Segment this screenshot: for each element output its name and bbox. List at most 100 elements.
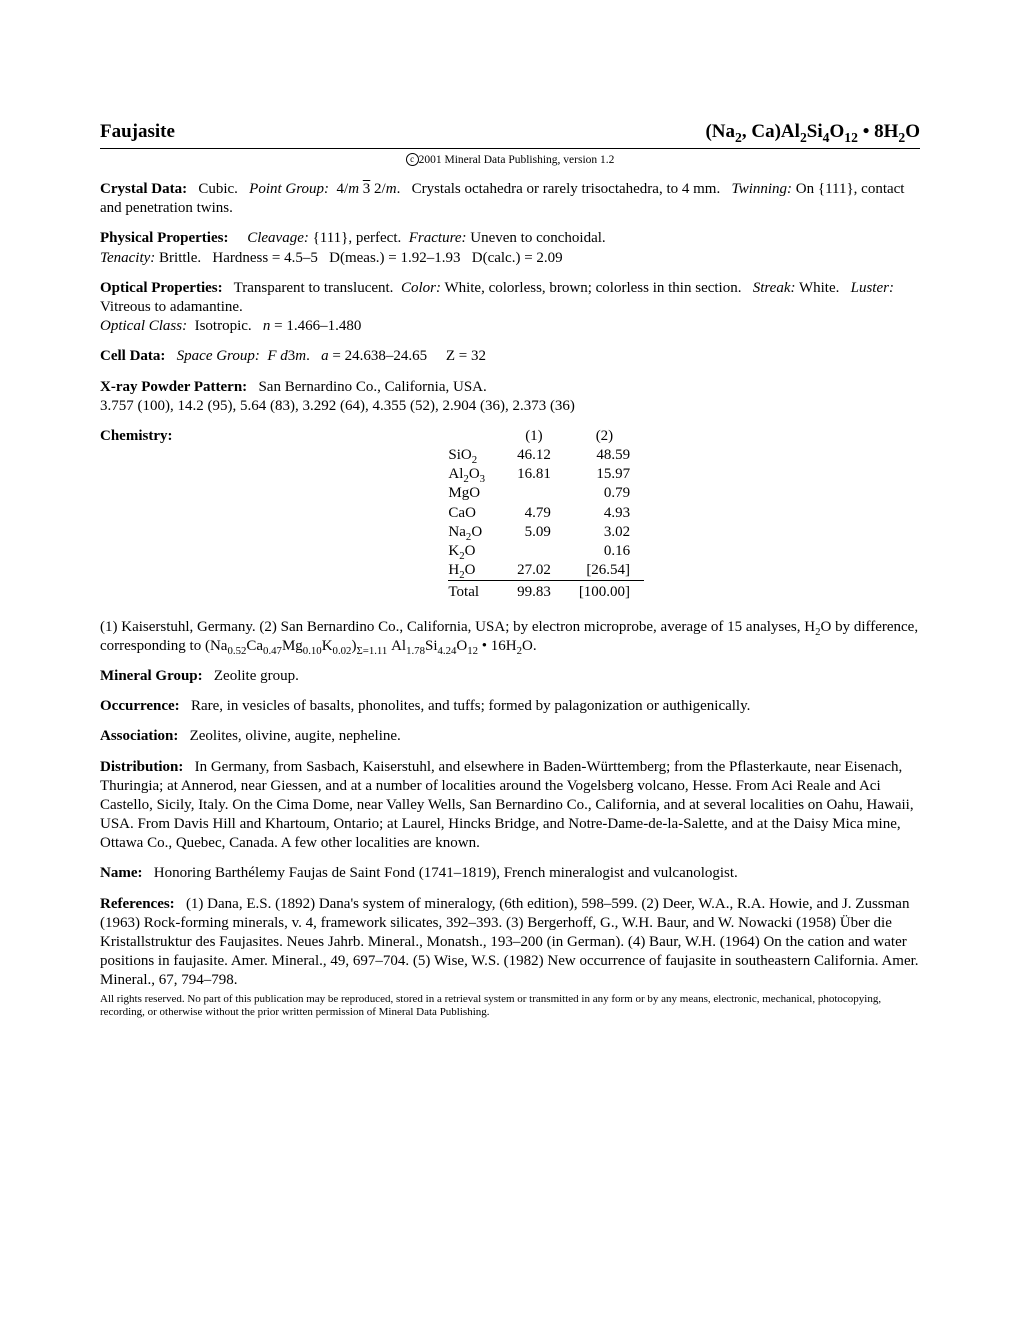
chem-compound: K2O [448, 542, 503, 561]
association-label: Association: [100, 728, 178, 744]
chem-row: Na2O5.093.02 [448, 523, 644, 542]
distribution-section: Distribution: In Germany, from Sasbach, … [100, 758, 920, 854]
chem-value-1: 46.12 [503, 446, 565, 465]
chem-value-2: 0.79 [565, 484, 644, 503]
chem-total-row: Total 99.83 [100.00] [448, 581, 644, 603]
chem-value-2: [26.54] [565, 561, 644, 581]
references-label: References: [100, 896, 175, 912]
streak-label: Streak: [753, 280, 796, 296]
references-section: References: (1) Dana, E.S. (1892) Dana's… [100, 895, 920, 991]
cell-data-label: Cell Data: [100, 348, 165, 364]
chem-col2: (2) [565, 427, 644, 446]
chem-row: SiO246.1248.59 [448, 446, 644, 465]
chemistry-section: Chemistry: (1) (2) SiO246.1248.59Al2O316… [100, 427, 920, 607]
chem-value-2: 4.93 [565, 504, 644, 523]
mineral-group-label: Mineral Group: [100, 668, 203, 684]
luster: Vitreous to adamantine. [100, 299, 243, 315]
d-calculated: D(calc.) = 2.09 [472, 250, 563, 266]
cleavage-label: Cleavage: [247, 230, 309, 246]
crystal-data-section: Crystal Data: Cubic. Point Group: 4/m 3 … [100, 180, 920, 218]
chem-col1: (1) [503, 427, 565, 446]
copyright-icon: c [406, 153, 419, 166]
cell-a: a = 24.638–24.65 [321, 348, 427, 364]
association: Zeolites, olivine, augite, nepheline. [190, 728, 401, 744]
chem-compound: CaO [448, 504, 503, 523]
chem-value-2: 15.97 [565, 465, 644, 484]
xray-locality: San Bernardino Co., California, USA. [258, 379, 486, 395]
optical-section: Optical Properties: Transparent to trans… [100, 279, 920, 337]
chem-compound: Al2O3 [448, 465, 503, 484]
crystal-habit: Crystals octahedra or rarely trisoctahed… [412, 181, 721, 197]
chem-row: K2O 0.16 [448, 542, 644, 561]
chemistry-notes: (1) Kaiserstuhl, Germany. (2) San Bernar… [100, 618, 920, 656]
references: (1) Dana, E.S. (1892) Dana's system of m… [100, 896, 919, 989]
chemistry-label: Chemistry: [100, 427, 172, 446]
point-group-label: Point Group: [249, 181, 329, 197]
chemistry-table: (1) (2) SiO246.1248.59Al2O316.8115.97MgO… [448, 427, 644, 603]
occurrence-label: Occurrence: [100, 698, 180, 714]
chem-header-row: (1) (2) [448, 427, 644, 446]
name-section: Name: Honoring Barthélemy Faujas de Sain… [100, 864, 920, 883]
physical-label: Physical Properties: [100, 230, 228, 246]
refractive-index: n = 1.466–1.480 [263, 318, 361, 334]
xray-label: X-ray Powder Pattern: [100, 379, 247, 395]
chem-value-2: 3.02 [565, 523, 644, 542]
chem-total-2: [100.00] [565, 581, 644, 603]
chem-row: CaO4.794.93 [448, 504, 644, 523]
physical-section: Physical Properties: Cleavage: {111}, pe… [100, 229, 920, 267]
optical-label: Optical Properties: [100, 280, 223, 296]
xray-lines: 3.757 (100), 14.2 (95), 5.64 (83), 3.292… [100, 398, 575, 414]
distribution: In Germany, from Sasbach, Kaiserstuhl, a… [100, 759, 914, 852]
page: Faujasite (Na2, Ca)Al2Si4O12 • 8H2O c200… [0, 0, 1020, 1079]
chem-value-1: 5.09 [503, 523, 565, 542]
color: White, colorless, brown; colorless in th… [444, 280, 741, 296]
tenacity-label: Tenacity: [100, 250, 155, 266]
streak: White. [799, 280, 839, 296]
occurrence: Rare, in vesicles of basalts, phonolites… [191, 698, 750, 714]
header: Faujasite (Na2, Ca)Al2Si4O12 • 8H2O [100, 120, 920, 149]
space-group-label: Space Group: [177, 348, 260, 364]
chem-value-1 [503, 542, 565, 561]
hardness: Hardness = 4.5–5 [212, 250, 318, 266]
legal-text: All rights reserved. No part of this pub… [100, 993, 920, 1019]
color-label: Color: [401, 280, 441, 296]
xray-section: X-ray Powder Pattern: San Bernardino Co.… [100, 378, 920, 416]
mineral-group: Zeolite group. [214, 668, 299, 684]
chem-row: Al2O316.8115.97 [448, 465, 644, 484]
chem-value-2: 48.59 [565, 446, 644, 465]
chem-compound: Na2O [448, 523, 503, 542]
chem-row: H2O27.02[26.54] [448, 561, 644, 581]
transparency: Transparent to translucent. [234, 280, 394, 296]
twinning-label: Twinning: [731, 181, 792, 197]
crystal-data-label: Crystal Data: [100, 181, 187, 197]
cleavage: {111}, perfect. [313, 230, 402, 246]
copyright-line: c2001 Mineral Data Publishing, version 1… [100, 153, 920, 168]
fracture-label: Fracture: [409, 230, 467, 246]
d-measured: D(meas.) = 1.92–1.93 [329, 250, 460, 266]
association-section: Association: Zeolites, olivine, augite, … [100, 727, 920, 746]
chem-value-1: 16.81 [503, 465, 565, 484]
optical-class-label: Optical Class: [100, 318, 187, 334]
distribution-label: Distribution: [100, 759, 183, 775]
space-group: F d3m. [267, 348, 310, 364]
optical-class: Isotropic. [195, 318, 252, 334]
copyright-text: 2001 Mineral Data Publishing, version 1.… [419, 154, 615, 166]
cell-data-section: Cell Data: Space Group: F d3m. a = 24.63… [100, 347, 920, 366]
mineral-group-section: Mineral Group: Zeolite group. [100, 667, 920, 686]
name-text: Honoring Barthélemy Faujas de Saint Fond… [154, 865, 738, 881]
chem-value-2: 0.16 [565, 542, 644, 561]
crystal-system: Cubic. [198, 181, 238, 197]
chem-compound: H2O [448, 561, 503, 581]
chemical-formula: (Na2, Ca)Al2Si4O12 • 8H2O [705, 120, 920, 144]
chem-compound: SiO2 [448, 446, 503, 465]
fracture: Uneven to conchoidal. [470, 230, 605, 246]
chem-row: MgO0.79 [448, 484, 644, 503]
chem-value-1: 4.79 [503, 504, 565, 523]
point-group: 4/m 3 2/m. [337, 181, 401, 197]
luster-label: Luster: [851, 280, 894, 296]
mineral-name: Faujasite [100, 120, 175, 144]
tenacity: Brittle. [159, 250, 201, 266]
chem-value-1 [503, 484, 565, 503]
name-label: Name: [100, 865, 142, 881]
chem-value-1: 27.02 [503, 561, 565, 581]
